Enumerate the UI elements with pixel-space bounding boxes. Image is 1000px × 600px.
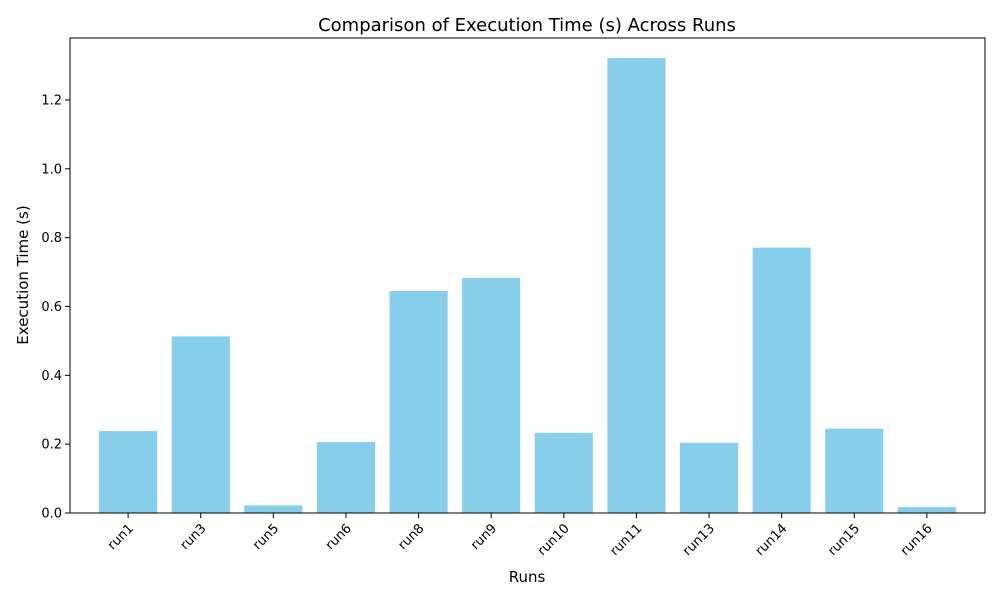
- bar-run6: [316, 442, 375, 513]
- plot-frame: [69, 37, 986, 514]
- x-tick-label-run3: run3: [178, 521, 210, 553]
- bar-run16: [897, 507, 956, 513]
- y-tick-label: 0.2: [41, 438, 62, 453]
- y-tick-label: 0.6: [41, 300, 62, 315]
- bar-run5: [244, 505, 303, 513]
- bar-run11: [607, 57, 666, 513]
- y-tick-label: 0.4: [41, 369, 62, 384]
- x-tick-label-run10: run10: [535, 521, 573, 559]
- x-tick-label-run14: run14: [753, 521, 791, 559]
- chart-title: Comparison of Execution Time (s) Across …: [318, 15, 736, 36]
- x-axis-label: Runs: [509, 568, 546, 586]
- x-tick-label-run11: run11: [608, 521, 646, 559]
- x-tick-label-run6: run6: [323, 521, 355, 553]
- bars-group: [99, 57, 956, 513]
- x-tick-label-run13: run13: [680, 521, 718, 559]
- bar-run14: [752, 247, 811, 513]
- y-axis: 0.0 0.2 0.4 0.6 0.8 1.0 1.2: [41, 93, 70, 522]
- x-tick-label-run15: run15: [825, 521, 863, 559]
- bar-run3: [171, 336, 230, 513]
- bar-run9: [462, 277, 521, 513]
- y-tick-label: 1.2: [41, 93, 62, 108]
- x-tick-label-run16: run16: [898, 521, 936, 559]
- y-tick-label: 0.0: [41, 507, 62, 522]
- bar-run1: [99, 431, 158, 513]
- bar-run8: [389, 290, 448, 513]
- x-tick-label-run5: run5: [250, 521, 282, 553]
- y-tick-label: 0.8: [41, 231, 62, 246]
- bar-run13: [680, 442, 739, 513]
- x-tick-label-run1: run1: [105, 521, 137, 553]
- x-tick-label-run8: run8: [396, 521, 428, 553]
- x-axis: run1 run3 run5 run6 run8 run9 run10 run11 run13 r…: [105, 513, 936, 559]
- bar-run15: [825, 428, 884, 513]
- y-tick-label: 1.0: [41, 162, 62, 177]
- x-tick-label-run9: run9: [468, 521, 500, 553]
- y-axis-label: Execution Time (s): [14, 205, 32, 344]
- bar-run10: [534, 432, 593, 513]
